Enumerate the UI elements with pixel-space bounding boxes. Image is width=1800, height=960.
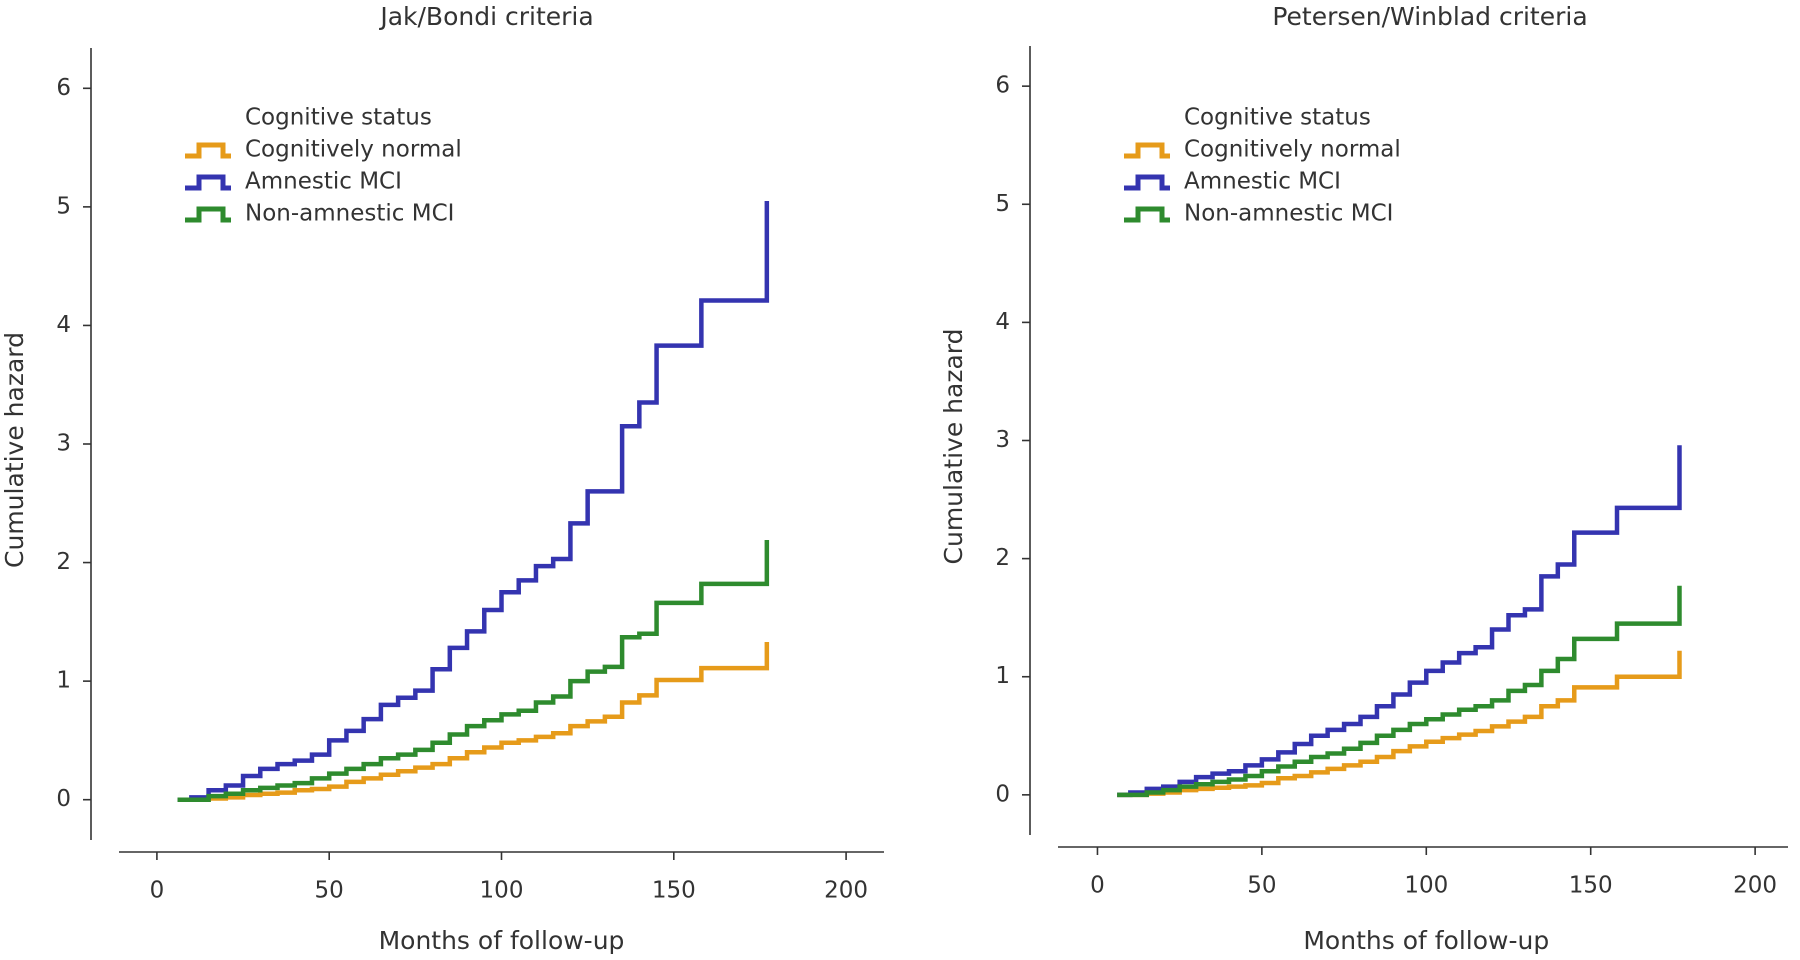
- y-tick-label: 0: [56, 786, 71, 812]
- x-tick-label: 150: [652, 878, 696, 904]
- hazard-line: [177, 200, 770, 802]
- y-tick-label: 4: [995, 309, 1010, 335]
- legend-swatch: [185, 174, 231, 191]
- legend-label: Amnestic MCI: [1184, 169, 1341, 195]
- x-tick-label: 200: [1733, 873, 1777, 899]
- x-tick-label: 200: [824, 878, 868, 904]
- legend-swatch: [185, 142, 231, 159]
- y-tick-label: 5: [995, 191, 1010, 217]
- chart-title: Jak/Bondi criteria: [378, 2, 593, 31]
- hazard-line: [177, 642, 770, 802]
- hazard-line: [1117, 445, 1682, 798]
- legend-swatch: [185, 206, 231, 223]
- y-tick-label: 6: [56, 75, 71, 101]
- x-axis-label: Months of follow-up: [379, 926, 625, 955]
- x-axis-label: Months of follow-up: [1303, 926, 1549, 955]
- legend-swatch: [1124, 174, 1170, 191]
- x-tick-label: 150: [1569, 873, 1613, 899]
- y-tick-label: 4: [56, 312, 71, 338]
- legend-label: Cognitively normal: [1184, 137, 1401, 163]
- x-tick-label: 0: [150, 878, 165, 904]
- chart: Petersen/Winblad criteria 0 1 2 3 4 5 6 0 50 100 15…: [939, 2, 1788, 955]
- legend-swatch: [1124, 206, 1170, 223]
- y-tick-label: 5: [56, 193, 71, 219]
- y-tick-label: 2: [995, 545, 1010, 571]
- legend-title: Cognitive status: [1184, 105, 1371, 131]
- legend-label: Non-amnestic MCI: [245, 201, 454, 227]
- y-tick-label: 2: [56, 549, 71, 575]
- hazard-line: [1117, 585, 1682, 798]
- y-tick-label: 3: [995, 427, 1010, 453]
- y-axis-label: Cumulative hazard: [0, 332, 29, 568]
- legend-label: Non-amnestic MCI: [1184, 201, 1393, 227]
- y-tick-label: 3: [56, 431, 71, 457]
- y-axis-label: Cumulative hazard: [939, 329, 968, 565]
- x-tick-label: 50: [1247, 873, 1276, 899]
- hazard-line: [1117, 650, 1682, 798]
- y-tick-label: 1: [995, 663, 1010, 689]
- legend-swatch: [1124, 142, 1170, 159]
- chart-title: Petersen/Winblad criteria: [1272, 2, 1587, 31]
- y-tick-label: 0: [995, 781, 1010, 807]
- y-tick-label: 1: [56, 668, 71, 694]
- x-tick-label: 100: [1404, 873, 1448, 899]
- chart: Jak/Bondi criteria 0 1 2 3 4 5 6 0 50 100 150 200 Mon…: [0, 2, 884, 955]
- legend-label: Amnestic MCI: [245, 169, 402, 195]
- legend-title: Cognitive status: [245, 105, 432, 131]
- hazard-line: [177, 540, 770, 802]
- x-tick-label: 0: [1090, 873, 1105, 899]
- x-tick-label: 50: [315, 878, 344, 904]
- x-tick-label: 100: [480, 878, 524, 904]
- legend-label: Cognitively normal: [245, 137, 462, 163]
- y-tick-label: 6: [995, 73, 1010, 99]
